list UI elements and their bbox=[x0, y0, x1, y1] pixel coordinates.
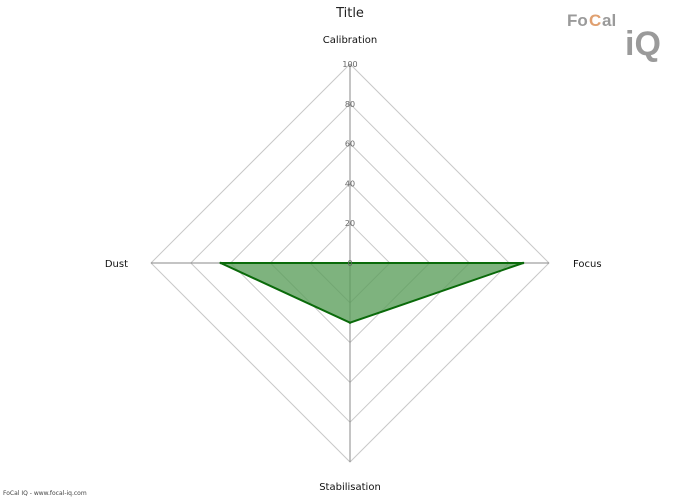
radar-series-layer bbox=[219, 261, 525, 324]
focal-iq-logo: Fo C al iQ bbox=[567, 11, 661, 62]
tick-label-20: 20 bbox=[345, 219, 355, 228]
series-point-stabilisation bbox=[348, 321, 352, 324]
radar-tick-labels: 0 20 40 60 80 100 bbox=[342, 60, 357, 268]
footer-credit: FoCal IQ - www.focal-iq.com bbox=[3, 490, 87, 497]
series-point-focus bbox=[521, 261, 525, 265]
tick-label-0: 0 bbox=[347, 259, 352, 268]
logo-text-iq: iQ bbox=[625, 25, 661, 62]
logo-text-fo: Fo bbox=[567, 11, 588, 30]
series-polygon-0 bbox=[220, 262, 524, 324]
axis-label-focus: Focus bbox=[573, 259, 602, 270]
axis-label-calibration: Calibration bbox=[323, 35, 377, 46]
tick-label-100: 100 bbox=[342, 60, 357, 69]
axis-label-stabilisation: Stabilisation bbox=[319, 482, 381, 493]
series-point-calibration bbox=[348, 261, 352, 265]
logo-text-c: C bbox=[589, 11, 601, 30]
logo-text-al: al bbox=[602, 11, 616, 30]
axis-label-dust: Dust bbox=[105, 259, 128, 270]
series-point-dust bbox=[219, 261, 222, 265]
chart-title: Title bbox=[335, 6, 364, 21]
tick-label-60: 60 bbox=[345, 140, 355, 149]
tick-label-80: 80 bbox=[345, 100, 355, 109]
tick-label-40: 40 bbox=[345, 179, 355, 188]
